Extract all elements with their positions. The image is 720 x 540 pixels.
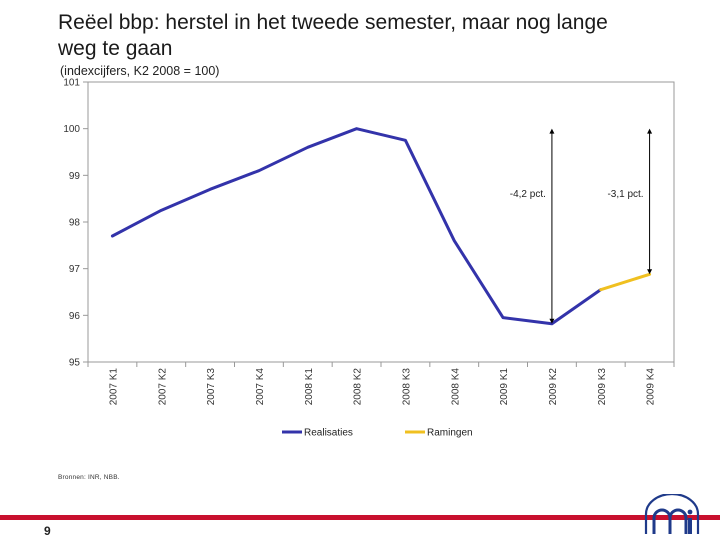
x-tick-label: 2009 K4: [646, 368, 657, 406]
x-tick-label: 2007 K4: [255, 368, 266, 406]
plot-area: [87, 81, 675, 363]
annotation-label: -4,2 pct.: [510, 189, 546, 200]
x-tick-label: 2009 K3: [597, 368, 608, 406]
slide-title-line-1: Reëel bbp: herstel in het tweede semeste…: [58, 11, 608, 34]
slide-title: Reëel bbp: herstel in het tweede semeste…: [58, 10, 698, 62]
x-tick-label: 2007 K1: [108, 368, 119, 406]
slide-title-line-2: weg te gaan: [58, 37, 173, 60]
x-tick-label: 2008 K2: [353, 368, 364, 406]
x-tick-label: 2008 K3: [401, 368, 412, 406]
x-tick-label: 2009 K1: [499, 368, 510, 406]
footer-bar: [0, 515, 720, 520]
arrow-head-top: [549, 128, 555, 134]
nbb-logo-icon: [644, 494, 700, 534]
y-tick-label: 96: [69, 311, 81, 322]
series-layer: [110, 127, 652, 326]
series-line-realisaties: [110, 127, 603, 326]
x-tick-label: 2008 K1: [304, 368, 315, 406]
y-tick-label: 100: [63, 124, 80, 135]
source-note: Bronnen: INR, NBB.: [58, 474, 120, 481]
chart-subtitle: (indexcijfers, K2 2008 = 100): [60, 64, 220, 78]
x-tick-label: 2008 K4: [450, 368, 461, 406]
x-tick-label: 2007 K3: [206, 368, 217, 406]
annotation-arrow: -4,2 pct.: [510, 128, 555, 324]
arrow-head-bottom: [549, 318, 555, 324]
y-tick-label: 98: [69, 218, 81, 229]
y-tick-label: 97: [69, 264, 81, 275]
x-tick-label: 2007 K2: [157, 368, 168, 406]
arrow-head-top: [647, 128, 653, 134]
annotation-label: -3,1 pct.: [607, 189, 643, 200]
y-tick-label: 101: [63, 78, 80, 89]
series-line-ramingen: [599, 272, 652, 292]
x-axis: 2007 K1 2007 K2 2007 K3 2007 K4 2008 K1 2008 …: [87, 362, 675, 406]
y-tick-label: 95: [69, 358, 81, 369]
arrow-head-bottom: [647, 269, 653, 275]
x-tick-label: 2009 K2: [548, 368, 559, 406]
legend: Realisaties Ramingen: [282, 428, 473, 439]
annotation-arrow: -3,1 pct.: [607, 128, 653, 275]
annotation-layer: -4,2 pct. -3,1 pct.: [510, 128, 653, 324]
legend-label: Realisaties: [304, 428, 353, 439]
y-axis: 95 96 97 98 99 100 101: [63, 78, 88, 369]
legend-label: Ramingen: [427, 428, 473, 439]
page-number: 9: [44, 524, 51, 538]
y-tick-label: 99: [69, 171, 81, 182]
